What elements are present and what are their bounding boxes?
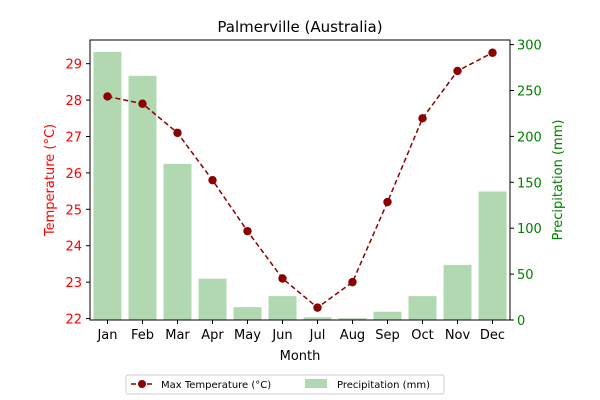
y-left-tick-label: 24 xyxy=(65,240,82,255)
y-left-tick-label: 29 xyxy=(65,58,82,73)
chart-title: Palmerville (Australia) xyxy=(217,18,382,36)
y-right-tick-label: 100 xyxy=(517,222,542,237)
legend-box xyxy=(125,374,445,395)
precipitation-bar-mar xyxy=(163,163,192,320)
precipitation-bar-jun xyxy=(268,296,297,320)
precipitation-bar-jan xyxy=(93,51,122,321)
y-right-tick-label: 0 xyxy=(517,314,525,329)
y-left-tick-label: 23 xyxy=(65,276,82,291)
y-axis-left-title: Temperature (°C) xyxy=(43,124,58,237)
precipitation-bars xyxy=(93,51,507,321)
y-left-tick-label: 28 xyxy=(65,94,82,109)
precipitation-bar-nov xyxy=(443,264,472,320)
temperature-point-aug xyxy=(348,277,357,287)
y-left-tick-label: 22 xyxy=(65,313,82,328)
x-tick-label-jul: Jul xyxy=(309,328,326,343)
y-right-tick-label: 300 xyxy=(517,39,542,54)
x-tick-label-jun: Jun xyxy=(271,328,292,343)
y-axis-right: 0 50 100 150 200 250 300 xyxy=(510,39,542,329)
x-tick-label-apr: Apr xyxy=(201,328,224,343)
x-tick-label-oct: Oct xyxy=(411,328,433,343)
temperature-point-jun xyxy=(278,274,287,283)
y-left-tick-label: 26 xyxy=(65,167,82,182)
y-right-tick-label: 150 xyxy=(517,176,542,191)
temperature-point-nov xyxy=(453,66,462,76)
y-right-tick-label: 200 xyxy=(517,130,542,145)
y-left-tick-label: 27 xyxy=(65,130,82,145)
x-tick-label-aug: Aug xyxy=(340,328,365,343)
precipitation-bar-may xyxy=(233,307,262,320)
plot-frame xyxy=(89,39,511,321)
precipitation-bar-apr xyxy=(198,278,227,320)
temperature-line xyxy=(103,48,497,312)
x-tick-label-jan: Jan xyxy=(96,328,117,343)
temperature-point-jul xyxy=(313,303,322,312)
precipitation-bar-oct xyxy=(408,296,437,320)
precipitation-bar-dec xyxy=(478,191,507,320)
legend-label-precipitation: Precipitation (mm) xyxy=(337,380,430,391)
temperature-point-apr xyxy=(208,175,217,185)
legend-marker-swatch xyxy=(138,380,146,388)
y-axis-left: 22 23 24 25 26 27 28 29 xyxy=(65,58,90,328)
x-tick-label-nov: Nov xyxy=(445,328,471,343)
x-axis: Jan Feb Mar Apr May Jun Jul Aug Sep Oct Nov Dec xyxy=(96,320,505,343)
y-right-tick-label: 50 xyxy=(517,268,534,283)
x-tick-label-may: May xyxy=(234,328,261,343)
temperature-point-mar xyxy=(173,128,182,138)
y-left-tick-label: 25 xyxy=(65,203,82,218)
temperature-point-oct xyxy=(418,114,427,123)
temperature-point-dec xyxy=(488,48,497,57)
x-axis-title: Month xyxy=(280,349,321,364)
temperature-point-feb xyxy=(138,99,147,108)
y-right-tick-label: 250 xyxy=(517,84,542,99)
temperature-point-sep xyxy=(383,197,392,207)
temperature-line-path xyxy=(107,52,493,309)
legend-label-temperature: Max Temperature (°C) xyxy=(161,380,271,391)
precipitation-bar-sep xyxy=(373,311,402,320)
x-tick-label-sep: Sep xyxy=(375,328,400,343)
precipitation-bar-aug xyxy=(338,318,367,320)
legend-bar-swatch xyxy=(305,379,327,388)
y-axis-right-title: Precipitation (mm) xyxy=(551,120,566,241)
temperature-point-jan xyxy=(103,92,112,101)
x-tick-label-feb: Feb xyxy=(131,328,154,343)
x-tick-label-mar: Mar xyxy=(165,328,190,343)
precipitation-bar-jul xyxy=(303,317,332,320)
x-tick-label-dec: Dec xyxy=(480,328,505,343)
legend: Max Temperature (°C) Precipitation (mm) xyxy=(125,374,445,395)
temperature-point-may xyxy=(243,226,252,236)
precipitation-bar-feb xyxy=(128,75,157,320)
